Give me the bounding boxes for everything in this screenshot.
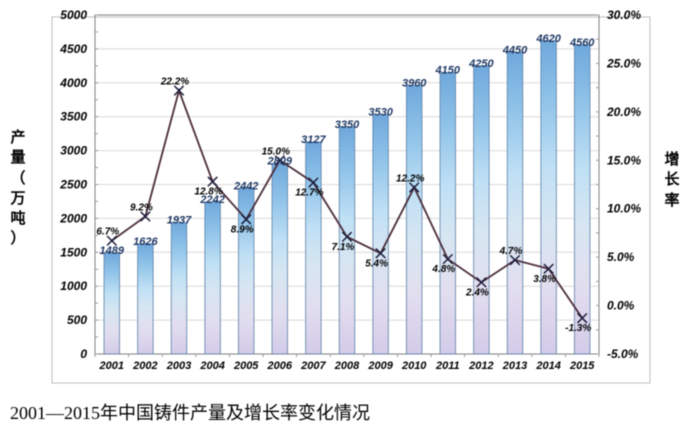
svg-text:2007: 2007 [300,360,326,372]
svg-text:2001: 2001 [99,360,124,372]
svg-text:12.8%: 12.8% [194,187,222,198]
svg-text:30.0%: 30.0% [607,8,641,22]
svg-text:15.0%: 15.0% [262,146,290,157]
svg-text:10.0%: 10.0% [607,202,641,216]
svg-text:4620: 4620 [535,33,561,45]
svg-text:2809: 2809 [267,156,293,168]
svg-text:2000: 2000 [59,211,87,225]
svg-text:4500: 4500 [59,42,87,56]
svg-text:2.4%: 2.4% [465,287,489,298]
svg-text:4.7%: 4.7% [499,246,523,257]
svg-text:2005: 2005 [233,360,259,372]
svg-text:2004: 2004 [199,360,224,372]
svg-text:2003: 2003 [166,360,191,372]
svg-text:1000: 1000 [60,279,87,293]
svg-text:3127: 3127 [301,134,326,146]
svg-text:5.4%: 5.4% [365,258,388,269]
svg-text:0.0%: 0.0% [607,299,635,313]
svg-text:6.7%: 6.7% [96,227,119,238]
svg-text:2008: 2008 [334,360,360,372]
svg-text:0: 0 [80,347,87,361]
svg-text:2442: 2442 [233,180,258,192]
svg-text:5000: 5000 [60,8,87,22]
svg-text:2002: 2002 [132,360,157,372]
svg-text:2012: 2012 [468,360,493,372]
svg-text:3960: 3960 [402,78,427,90]
svg-text:7.1%: 7.1% [332,242,355,253]
svg-text:2500: 2500 [59,178,87,192]
svg-text:3350: 3350 [335,119,360,131]
svg-text:25.0%: 25.0% [606,56,641,70]
svg-text:4450: 4450 [502,44,528,56]
svg-text:12.2%: 12.2% [396,173,424,184]
svg-text:500: 500 [67,313,87,327]
svg-text:20.0%: 20.0% [606,105,641,119]
svg-text:1489: 1489 [100,245,125,257]
svg-text:15.0%: 15.0% [607,153,641,167]
svg-text:2010: 2010 [401,360,427,372]
svg-text:2006: 2006 [267,360,293,372]
svg-text:2014: 2014 [535,360,560,372]
svg-text:3530: 3530 [368,107,393,119]
svg-text:12.7%: 12.7% [295,188,323,199]
svg-text:1937: 1937 [167,215,192,227]
svg-text:3500: 3500 [60,110,87,124]
svg-text:2011: 2011 [435,360,460,372]
svg-text:9.2%: 9.2% [130,202,153,213]
svg-text:-5.0%: -5.0% [607,347,639,361]
svg-text:3.8%: 3.8% [533,274,556,285]
svg-text:8.9%: 8.9% [231,224,254,235]
svg-text:5.0%: 5.0% [607,250,635,264]
svg-text:2009: 2009 [367,360,393,372]
svg-text:3000: 3000 [60,144,87,158]
svg-text:1626: 1626 [133,236,158,248]
svg-text:-1.3%: -1.3% [565,323,591,334]
svg-text:2013: 2013 [502,360,527,372]
svg-text:1500: 1500 [60,245,87,259]
svg-text:4560: 4560 [569,37,595,49]
svg-text:4250: 4250 [468,58,494,70]
svg-text:4.8%: 4.8% [431,264,455,275]
svg-text:4000: 4000 [59,76,87,90]
svg-text:2015: 2015 [569,360,595,372]
svg-text:4150: 4150 [435,65,461,77]
svg-text:22.2%: 22.2% [160,77,189,88]
